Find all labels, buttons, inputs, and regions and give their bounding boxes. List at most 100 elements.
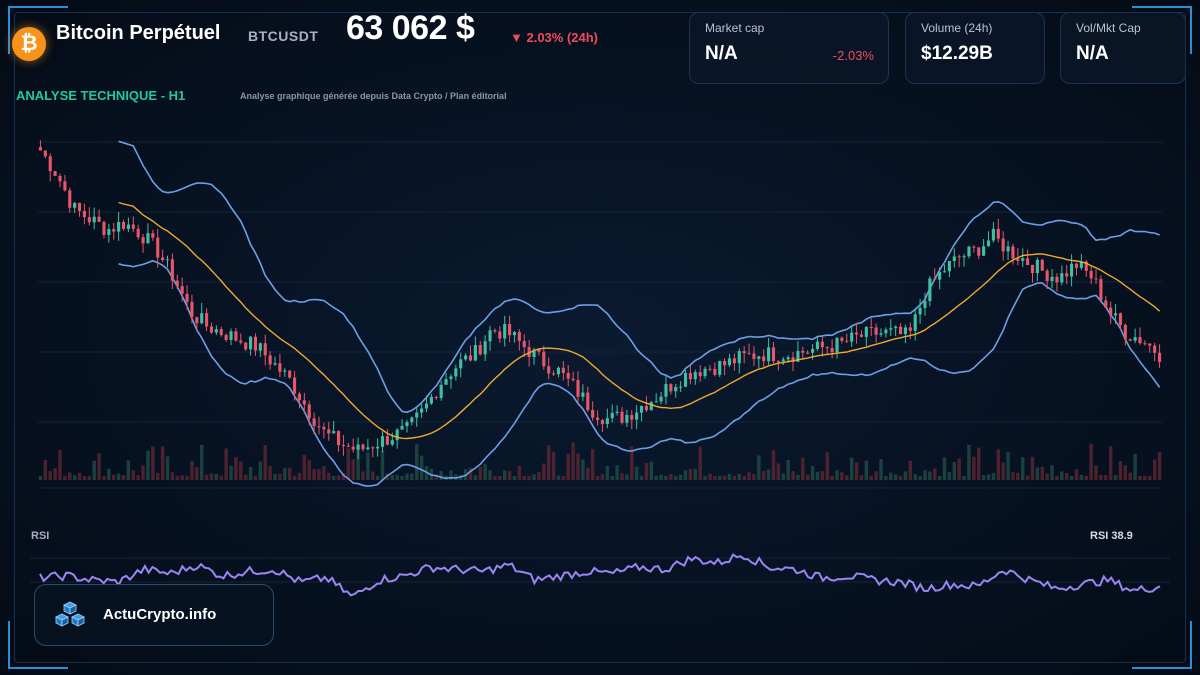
candle-body [288,370,292,378]
candle-body [561,367,565,374]
candle-body [258,343,262,351]
candle-body [1030,264,1035,274]
volume-bar [757,455,761,480]
candle-body [1138,337,1142,344]
candle-body [424,403,429,409]
candle-body [366,447,370,450]
volume-bar [625,474,629,480]
volume-bar [747,472,751,480]
volume-bar [1138,475,1142,480]
volume-bar [121,475,126,480]
candle-body [850,332,854,342]
candle-body [249,336,253,350]
volume-bar [322,466,326,480]
volume-bar [1055,475,1059,480]
volume-bar [175,475,179,480]
candle-body [835,337,839,353]
volume-bar [395,475,399,480]
candle-body [478,345,482,355]
volume-bar [214,474,219,480]
volume-bar [703,475,707,480]
candle-body [483,341,487,355]
candle-body [781,359,785,362]
volume-bar [1011,472,1015,480]
volume-bar [1069,475,1074,480]
volume-bar [918,475,922,480]
volume-bar [1040,466,1044,480]
section-subtitle: Analyse graphique générée depuis Data Cr… [240,91,507,101]
candle-body [1104,300,1108,308]
volume-bar [131,470,136,480]
volume-bar [165,456,170,480]
volume-bar [1128,472,1132,480]
volume-bar [356,448,360,480]
volume-bar [551,451,556,480]
volume-bar [1152,459,1157,480]
volume-bar [762,471,766,480]
volume-bar [200,444,204,480]
volume-bar [141,465,145,480]
candle-body [669,384,673,392]
volume-bar [512,475,517,480]
vol-mkt-cap-label: Vol/Mkt Cap [1076,21,1141,35]
volume-bar [566,453,570,480]
candle-body [830,347,834,353]
volume-bar [1094,465,1098,480]
volume-bar [302,454,307,480]
candle-body [654,401,658,403]
volume-bar [923,470,927,480]
volume-bar [77,472,82,480]
candle-body [317,426,321,428]
volume-bar [385,473,390,480]
volume-bar [796,474,800,480]
volume-bar [937,475,942,480]
volume-bar [405,473,409,480]
candle-body [620,411,624,423]
candle-body [718,360,722,375]
volume-bar [576,453,580,480]
market-cap-change: -2.03% [832,48,874,63]
volume-bar [815,471,820,480]
brand-badge[interactable]: ActuCrypto.info [34,584,274,646]
volume-bar [341,473,346,480]
candle-body [679,386,683,388]
frame-corner-bottom-left [8,621,68,669]
candle-body [1060,273,1064,283]
volume-bar [390,474,395,480]
candle-body [459,359,463,369]
candle-body [552,373,556,375]
candle-body [801,350,805,353]
candle-body [1079,261,1083,268]
volume-bar [664,475,668,480]
volume-label: Volume (24h) [921,21,993,35]
volume-bar [507,471,512,480]
volume-bar [102,475,106,480]
volume-bar [791,470,795,480]
volume-bar [737,473,741,480]
candle-body [923,301,927,308]
candle-body [73,202,77,208]
candle-body [1128,339,1132,341]
volume-bar [1157,452,1162,480]
volume-bar [449,470,453,480]
candle-body [522,340,526,348]
candle-body [512,332,517,336]
candle-body [1089,270,1093,279]
candle-body [1065,273,1069,277]
candle-body [517,332,521,341]
asset-title: Bitcoin Perpétuel [56,22,221,44]
candle-body [571,378,575,381]
volume-bar [63,475,67,480]
candle-body [908,327,912,331]
volume-bar [1006,452,1010,480]
candle-body [356,444,360,450]
candle-body [92,216,96,223]
section-title: ANALYSE TECHNIQUE - H1 [16,88,186,103]
volume-bar [1108,446,1113,480]
candle-body [234,331,238,341]
market-cap-card: Market cap N/A -2.03% [689,12,889,84]
candle-body [97,216,101,222]
candle-body [278,363,282,372]
candle-body [468,355,473,361]
candle-body [185,293,189,302]
